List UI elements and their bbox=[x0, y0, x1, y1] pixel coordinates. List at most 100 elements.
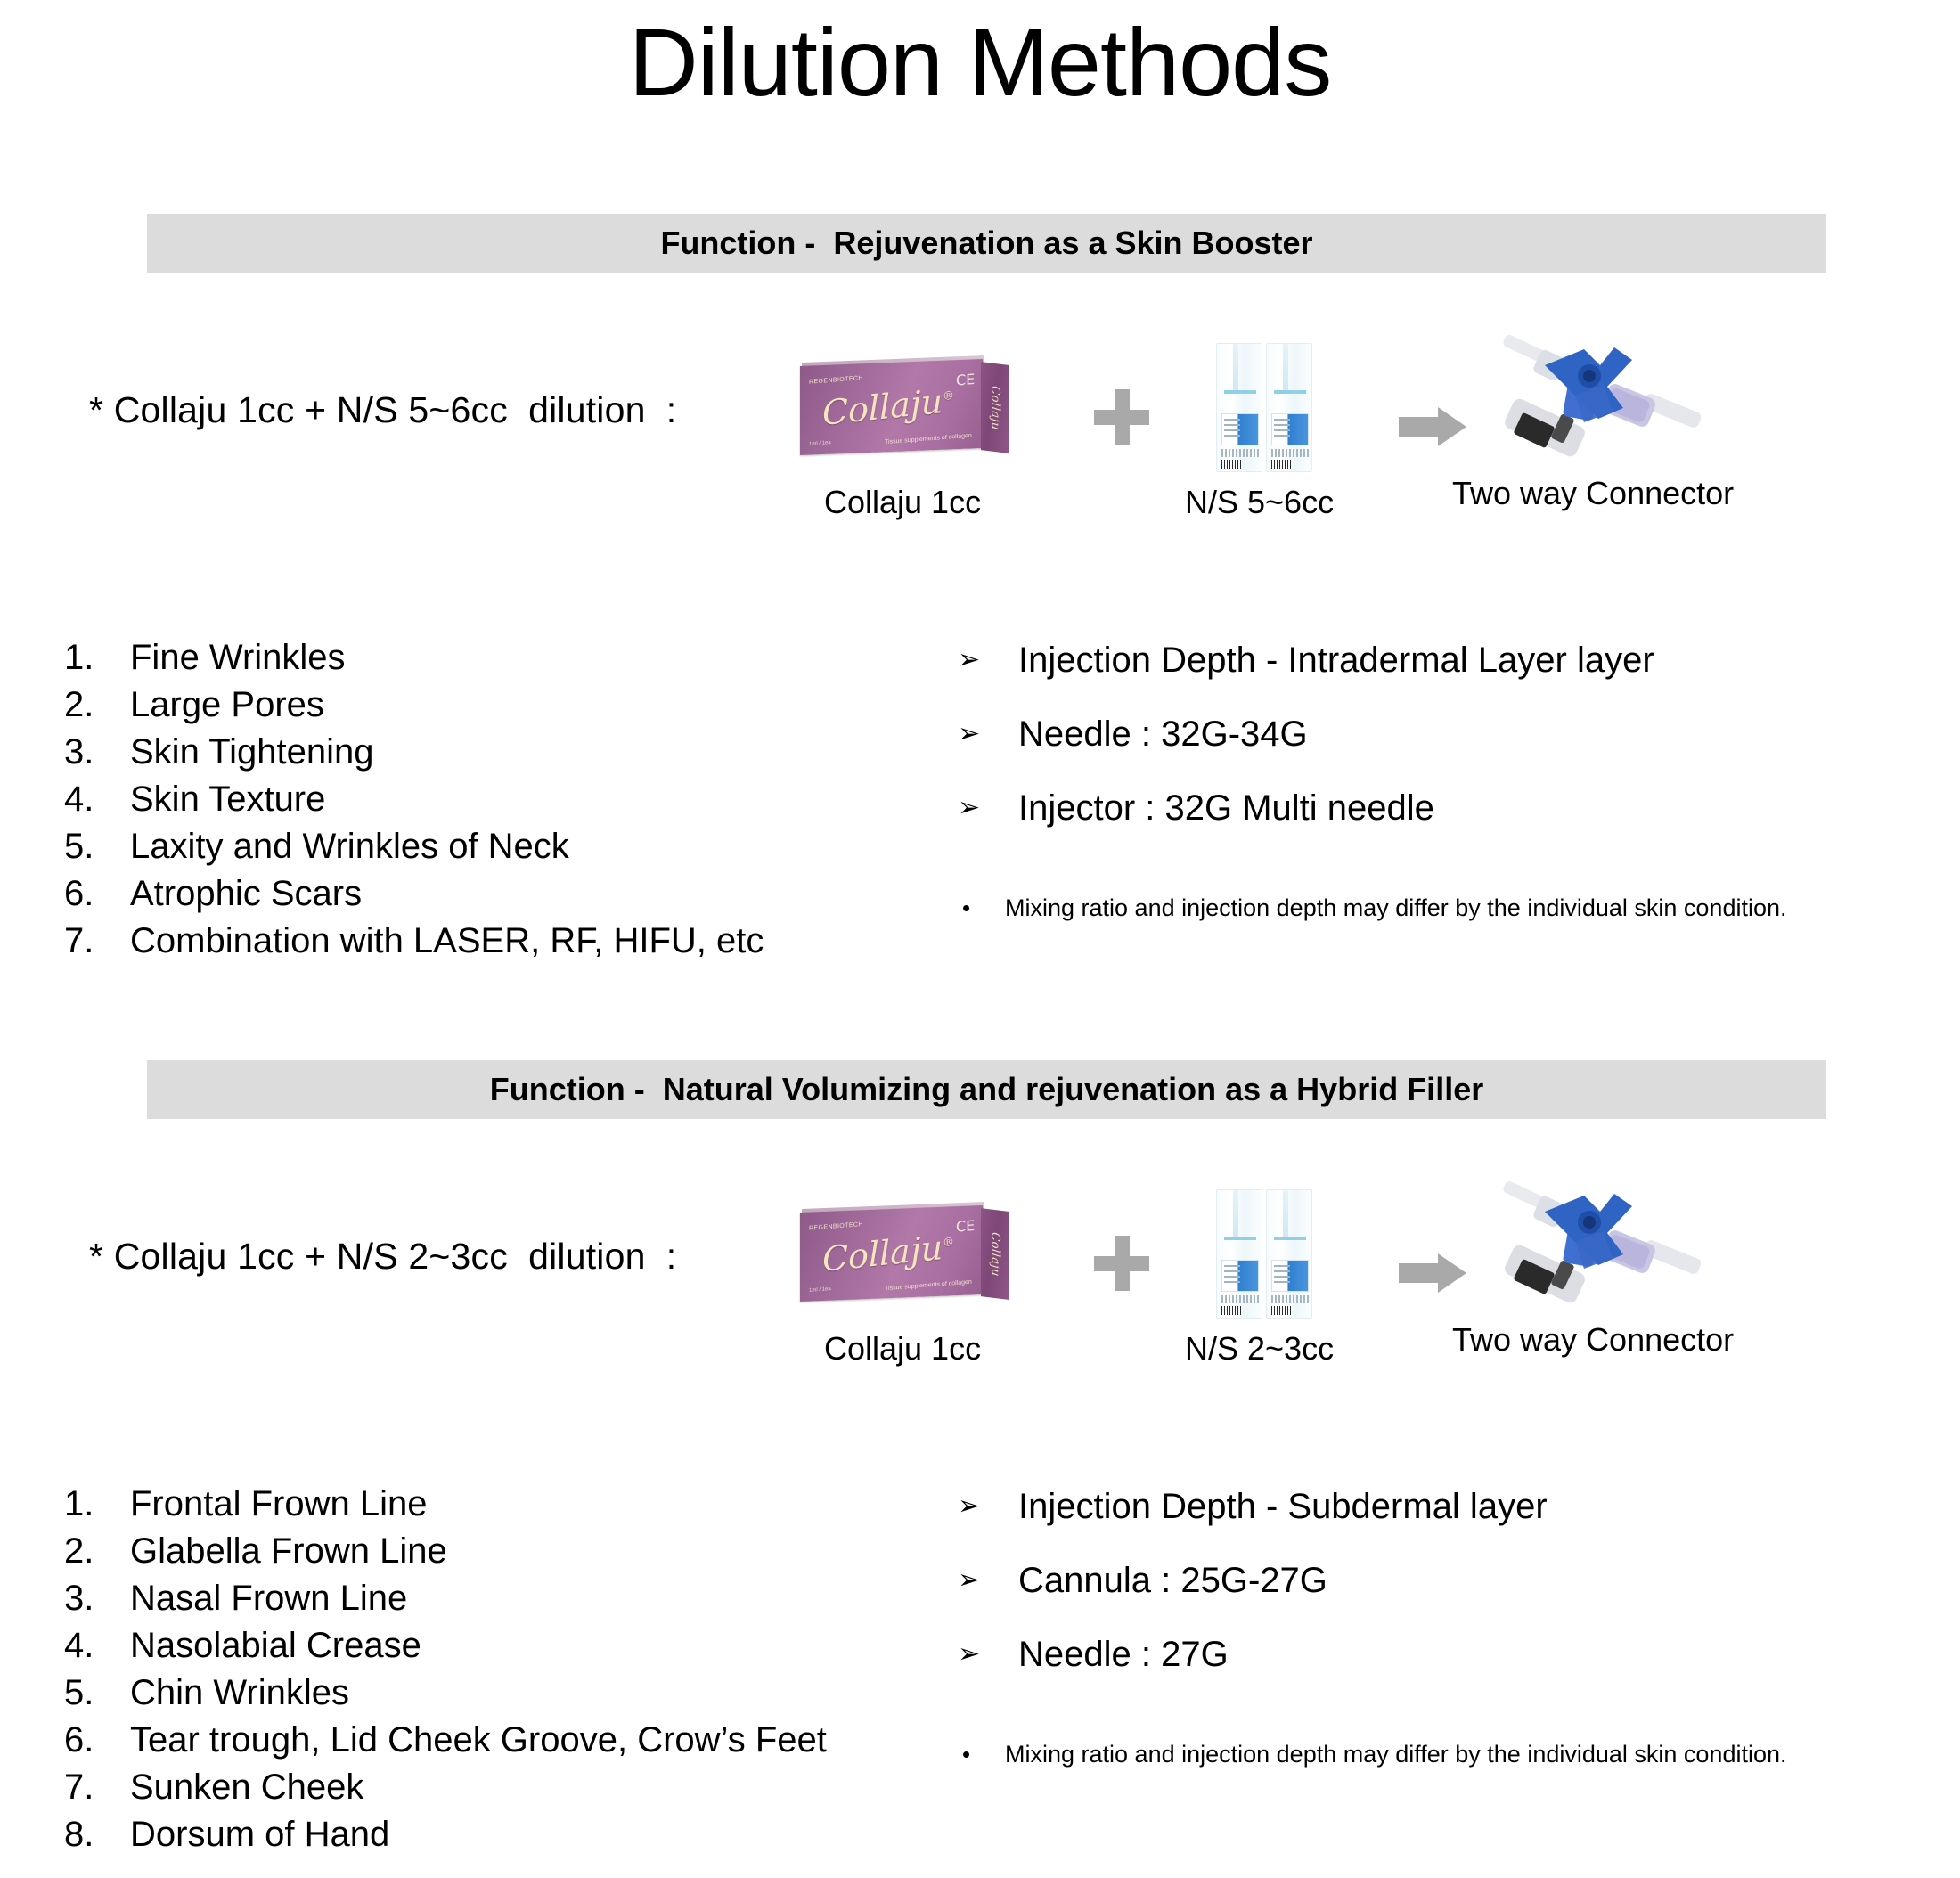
spec-label: Needle : 32G-34G bbox=[1018, 714, 1308, 754]
list-number: 3. bbox=[64, 1579, 94, 1618]
collaju-product-box-1: REGENBIOTECH CE Collaju® Tissue suppleme… bbox=[800, 355, 1010, 457]
chevron-right-bullet-icon: ➢ bbox=[958, 792, 981, 823]
list-number: 6. bbox=[64, 1720, 94, 1760]
two-way-connector-image-1 bbox=[1490, 326, 1712, 469]
box-lot-text-1: 1ml / 1ea bbox=[809, 440, 831, 448]
list-item: 6. Atrophic Scars bbox=[64, 870, 764, 918]
list-label: Skin Tightening bbox=[130, 732, 374, 772]
section-header-bar-2: Function - Natural Volumizing and rejuve… bbox=[147, 1060, 1826, 1119]
box-front-face-1: REGENBIOTECH CE Collaju® Tissue suppleme… bbox=[800, 359, 983, 455]
caption-connector-2: Two way Connector bbox=[1452, 1321, 1735, 1358]
list-label: Nasal Frown Line bbox=[130, 1579, 408, 1618]
list-number: 8. bbox=[64, 1815, 94, 1854]
note-text: Mixing ratio and injection depth may dif… bbox=[1005, 1741, 1787, 1768]
caption-product-1: Collaju 1cc bbox=[824, 484, 982, 520]
list-item: 1. Frontal Frown Line bbox=[64, 1481, 827, 1528]
ce-mark-icon-2: CE bbox=[955, 1216, 975, 1236]
list-label: Skin Texture bbox=[130, 780, 326, 819]
box-side-brand-1: Collaju bbox=[988, 384, 1001, 431]
connector-svg-2 bbox=[1503, 1181, 1702, 1303]
regenbiotech-logo-1: REGENBIOTECH bbox=[809, 375, 863, 386]
plus-operator-icon-1 bbox=[1094, 389, 1149, 445]
box-side-brand-2: Collaju bbox=[988, 1230, 1001, 1278]
specs-list-1: ➢ Injection Depth - Intradermal Layer la… bbox=[958, 640, 1654, 861]
page-title: Dilution Methods bbox=[628, 8, 1332, 116]
list-item: 7. Combination with LASER, RF, HIFU, etc bbox=[64, 918, 764, 965]
list-number: 7. bbox=[64, 921, 94, 960]
indications-list-2: 1. Frontal Frown Line 2. Glabella Frown Li… bbox=[64, 1481, 827, 1858]
specs-list-2: ➢ Injection Depth - Subdermal layer ➢ Ca… bbox=[958, 1486, 1548, 1708]
dilution-formula-1: * Collaju 1cc + N/S 5~6cc dilution : bbox=[89, 389, 677, 430]
section-header-bar-1: Function - Rejuvenation as a Skin Booste… bbox=[147, 214, 1826, 273]
list-number: 6. bbox=[64, 874, 94, 913]
saline-ampoules-1 bbox=[1216, 343, 1314, 472]
box-tagline-2: Tissue supplements of collagen bbox=[885, 1278, 972, 1293]
list-number: 7. bbox=[64, 1768, 94, 1807]
box-lot-text-2: 1ml / 1ea bbox=[809, 1286, 831, 1294]
section-header-title-2: Function - Natural Volumizing and rejuve… bbox=[489, 1071, 1484, 1107]
spec-label: Injector : 32G Multi needle bbox=[1018, 788, 1434, 828]
arrow-right-icon-2 bbox=[1399, 1253, 1466, 1293]
list-item: 4. Skin Texture bbox=[64, 776, 764, 823]
section-header-title-1: Function - Rejuvenation as a Skin Booste… bbox=[660, 225, 1313, 261]
note-2: • Mixing ratio and injection depth may d… bbox=[962, 1737, 1807, 1771]
list-number: 4. bbox=[64, 1626, 94, 1665]
spec-label: Cannula : 25G-27G bbox=[1018, 1561, 1327, 1600]
list-number: 4. bbox=[64, 780, 94, 819]
list-item: 4. Nasolabial Crease bbox=[64, 1622, 827, 1670]
list-label: Glabella Frown Line bbox=[130, 1531, 447, 1571]
ampoule-icon-1a bbox=[1216, 343, 1262, 472]
list-label: Chin Wrinkles bbox=[130, 1673, 349, 1712]
ampoule-icon-2b bbox=[1266, 1189, 1312, 1319]
ce-mark-icon-1: CE bbox=[955, 370, 975, 389]
list-label: Fine Wrinkles bbox=[130, 638, 346, 677]
chevron-right-bullet-icon: ➢ bbox=[958, 718, 981, 749]
collaju-brand-text-1: Collaju® bbox=[821, 381, 954, 433]
list-label: Dorsum of Hand bbox=[130, 1815, 390, 1854]
note-1: • Mixing ratio and injection depth may d… bbox=[962, 891, 1807, 925]
list-item: 2. Large Pores bbox=[64, 682, 764, 729]
list-label: Atrophic Scars bbox=[130, 874, 363, 913]
list-number: 3. bbox=[64, 732, 94, 772]
dilution-formula-2: * Collaju 1cc + N/S 2~3cc dilution : bbox=[89, 1236, 677, 1277]
spec-item: ➢ Cannula : 25G-27G bbox=[958, 1560, 1548, 1601]
ampoule-icon-2a bbox=[1216, 1189, 1262, 1319]
spec-item: ➢ Injection Depth - Intradermal Layer la… bbox=[958, 640, 1654, 681]
note-bullet-icon: • bbox=[962, 894, 971, 921]
list-label: Nasolabial Crease bbox=[130, 1626, 421, 1665]
spec-item: ➢ Injection Depth - Subdermal layer bbox=[958, 1486, 1548, 1527]
spec-item: ➢ Needle : 27G bbox=[958, 1634, 1548, 1675]
connector-svg-1 bbox=[1503, 335, 1702, 457]
chevron-right-bullet-icon: ➢ bbox=[958, 1638, 981, 1670]
list-item: 8. Dorsum of Hand bbox=[64, 1811, 827, 1858]
list-number: 2. bbox=[64, 685, 94, 724]
list-item: 7. Sunken Cheek bbox=[64, 1764, 827, 1811]
list-item: 1. Fine Wrinkles bbox=[64, 634, 764, 682]
list-label: Laxity and Wrinkles of Neck bbox=[130, 827, 569, 866]
box-side-face-2: Collaju bbox=[981, 1208, 1009, 1300]
caption-connector-1: Two way Connector bbox=[1452, 475, 1735, 511]
list-item: 5. Laxity and Wrinkles of Neck bbox=[64, 823, 764, 870]
caption-saline-2: N/S 2~3cc bbox=[1185, 1330, 1335, 1367]
list-item: 2. Glabella Frown Line bbox=[64, 1528, 827, 1575]
two-way-connector-image-2 bbox=[1490, 1172, 1712, 1315]
list-item: 5. Chin Wrinkles bbox=[64, 1670, 827, 1717]
saline-ampoules-2 bbox=[1216, 1189, 1314, 1319]
caption-product-2: Collaju 1cc bbox=[824, 1330, 982, 1367]
spec-item: ➢ Injector : 32G Multi needle bbox=[958, 788, 1654, 829]
note-bullet-icon: • bbox=[962, 1741, 971, 1768]
spec-label: Injection Depth - Intradermal Layer laye… bbox=[1018, 641, 1654, 680]
list-label: Frontal Frown Line bbox=[130, 1484, 428, 1523]
spec-item: ➢ Needle : 32G-34G bbox=[958, 714, 1654, 755]
indications-list-1: 1. Fine Wrinkles 2. Large Pores 3. Skin Tig… bbox=[64, 634, 764, 965]
list-label: Tear trough, Lid Cheek Groove, Crow’s Fe… bbox=[130, 1720, 827, 1760]
box-front-face-2: REGENBIOTECH CE Collaju® Tissue suppleme… bbox=[800, 1205, 983, 1302]
chevron-right-bullet-icon: ➢ bbox=[958, 644, 981, 675]
arrow-right-icon-1 bbox=[1399, 407, 1466, 446]
list-label: Sunken Cheek bbox=[130, 1768, 364, 1807]
ampoule-icon-1b bbox=[1266, 343, 1312, 472]
list-item: 6. Tear trough, Lid Cheek Groove, Crow’s … bbox=[64, 1717, 827, 1764]
caption-saline-1: N/S 5~6cc bbox=[1185, 484, 1335, 520]
chevron-right-bullet-icon: ➢ bbox=[958, 1490, 981, 1522]
list-number: 1. bbox=[64, 638, 94, 677]
